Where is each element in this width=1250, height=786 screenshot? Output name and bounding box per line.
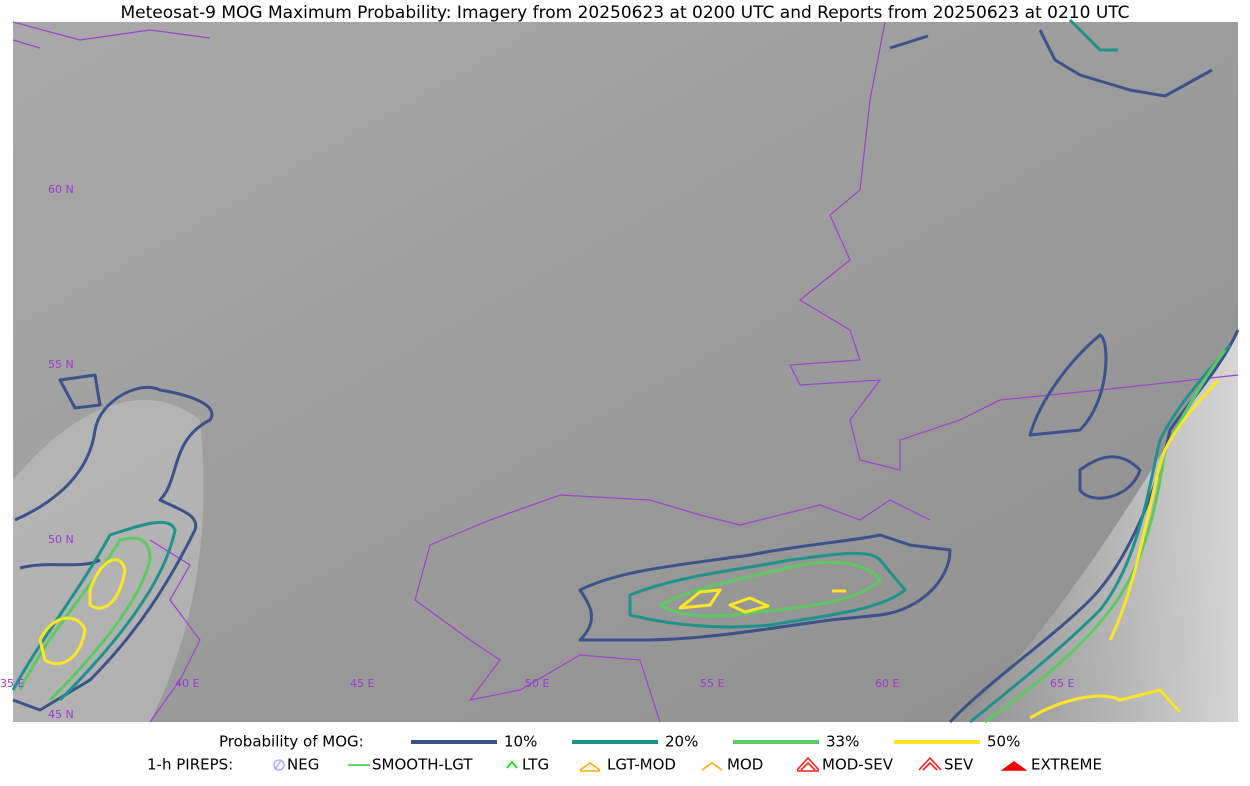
- lon-label: 55 E: [700, 677, 724, 690]
- legend-label: SEV: [944, 756, 974, 774]
- legend-label: MOD-SEV: [822, 756, 894, 774]
- legend-label: 50%: [987, 733, 1020, 751]
- lat-label: 55 N: [48, 358, 74, 371]
- lat-label: 60 N: [48, 183, 74, 196]
- lon-label: 45 E: [350, 677, 374, 690]
- contour: [38, 558, 127, 666]
- contour: [889, 29, 1240, 724]
- legend: Probability of MOG: 10% 20% 33% 50% 1-h PIREP…: [147, 733, 1102, 774]
- lat-label: 45 N: [48, 708, 74, 721]
- pirep-icon: [796, 756, 820, 772]
- contour: [18, 536, 152, 702]
- lon-label: 50 E: [525, 677, 549, 690]
- lon-label: 65 E: [1050, 677, 1074, 690]
- contour: [658, 560, 882, 618]
- map: 60 N 55 N 50 N 45 N 35 E 40 E 45 E 50 E 55 E 60 E…: [0, 18, 1240, 724]
- pirep-icon: [701, 762, 723, 771]
- contour: [969, 18, 1232, 724]
- pirep-icon: [273, 759, 285, 771]
- pirep-icon: [1000, 761, 1028, 771]
- legend-label: 33%: [826, 733, 859, 751]
- legend-title: Probability of MOG:: [219, 733, 364, 751]
- legend-label: SMOOTH-LGT: [372, 756, 473, 774]
- satellite-image: [13, 22, 1238, 722]
- contours: [11, 18, 1240, 724]
- lat-label: 50 N: [48, 533, 74, 546]
- legend-label: NEG: [287, 756, 319, 774]
- pirep-icon: [506, 760, 518, 769]
- lon-label: 60 E: [875, 677, 899, 690]
- legend-label: 10%: [504, 733, 537, 751]
- pirep-icon: [579, 762, 601, 772]
- legend-label: LGT-MOD: [607, 756, 676, 774]
- contour: [628, 551, 907, 629]
- lon-label: 40 E: [175, 677, 199, 690]
- contour: [984, 349, 1227, 724]
- contour: [578, 533, 952, 642]
- legend-label: LTG: [522, 756, 549, 774]
- pirep-icon: [918, 756, 942, 771]
- legend-label: EXTREME: [1031, 756, 1102, 774]
- title: Meteosat-9 MOG Maximum Probability: Imag…: [120, 3, 1129, 23]
- borders: [12, 21, 1239, 723]
- legend-title: 1-h PIREPS:: [147, 756, 233, 774]
- contour: [678, 588, 846, 614]
- cloud-band: [960, 330, 1238, 722]
- lon-label: 35 E: [0, 677, 24, 690]
- legend-label: 20%: [665, 733, 698, 751]
- contour: [1029, 379, 1220, 720]
- legend-label: MOD: [727, 756, 763, 774]
